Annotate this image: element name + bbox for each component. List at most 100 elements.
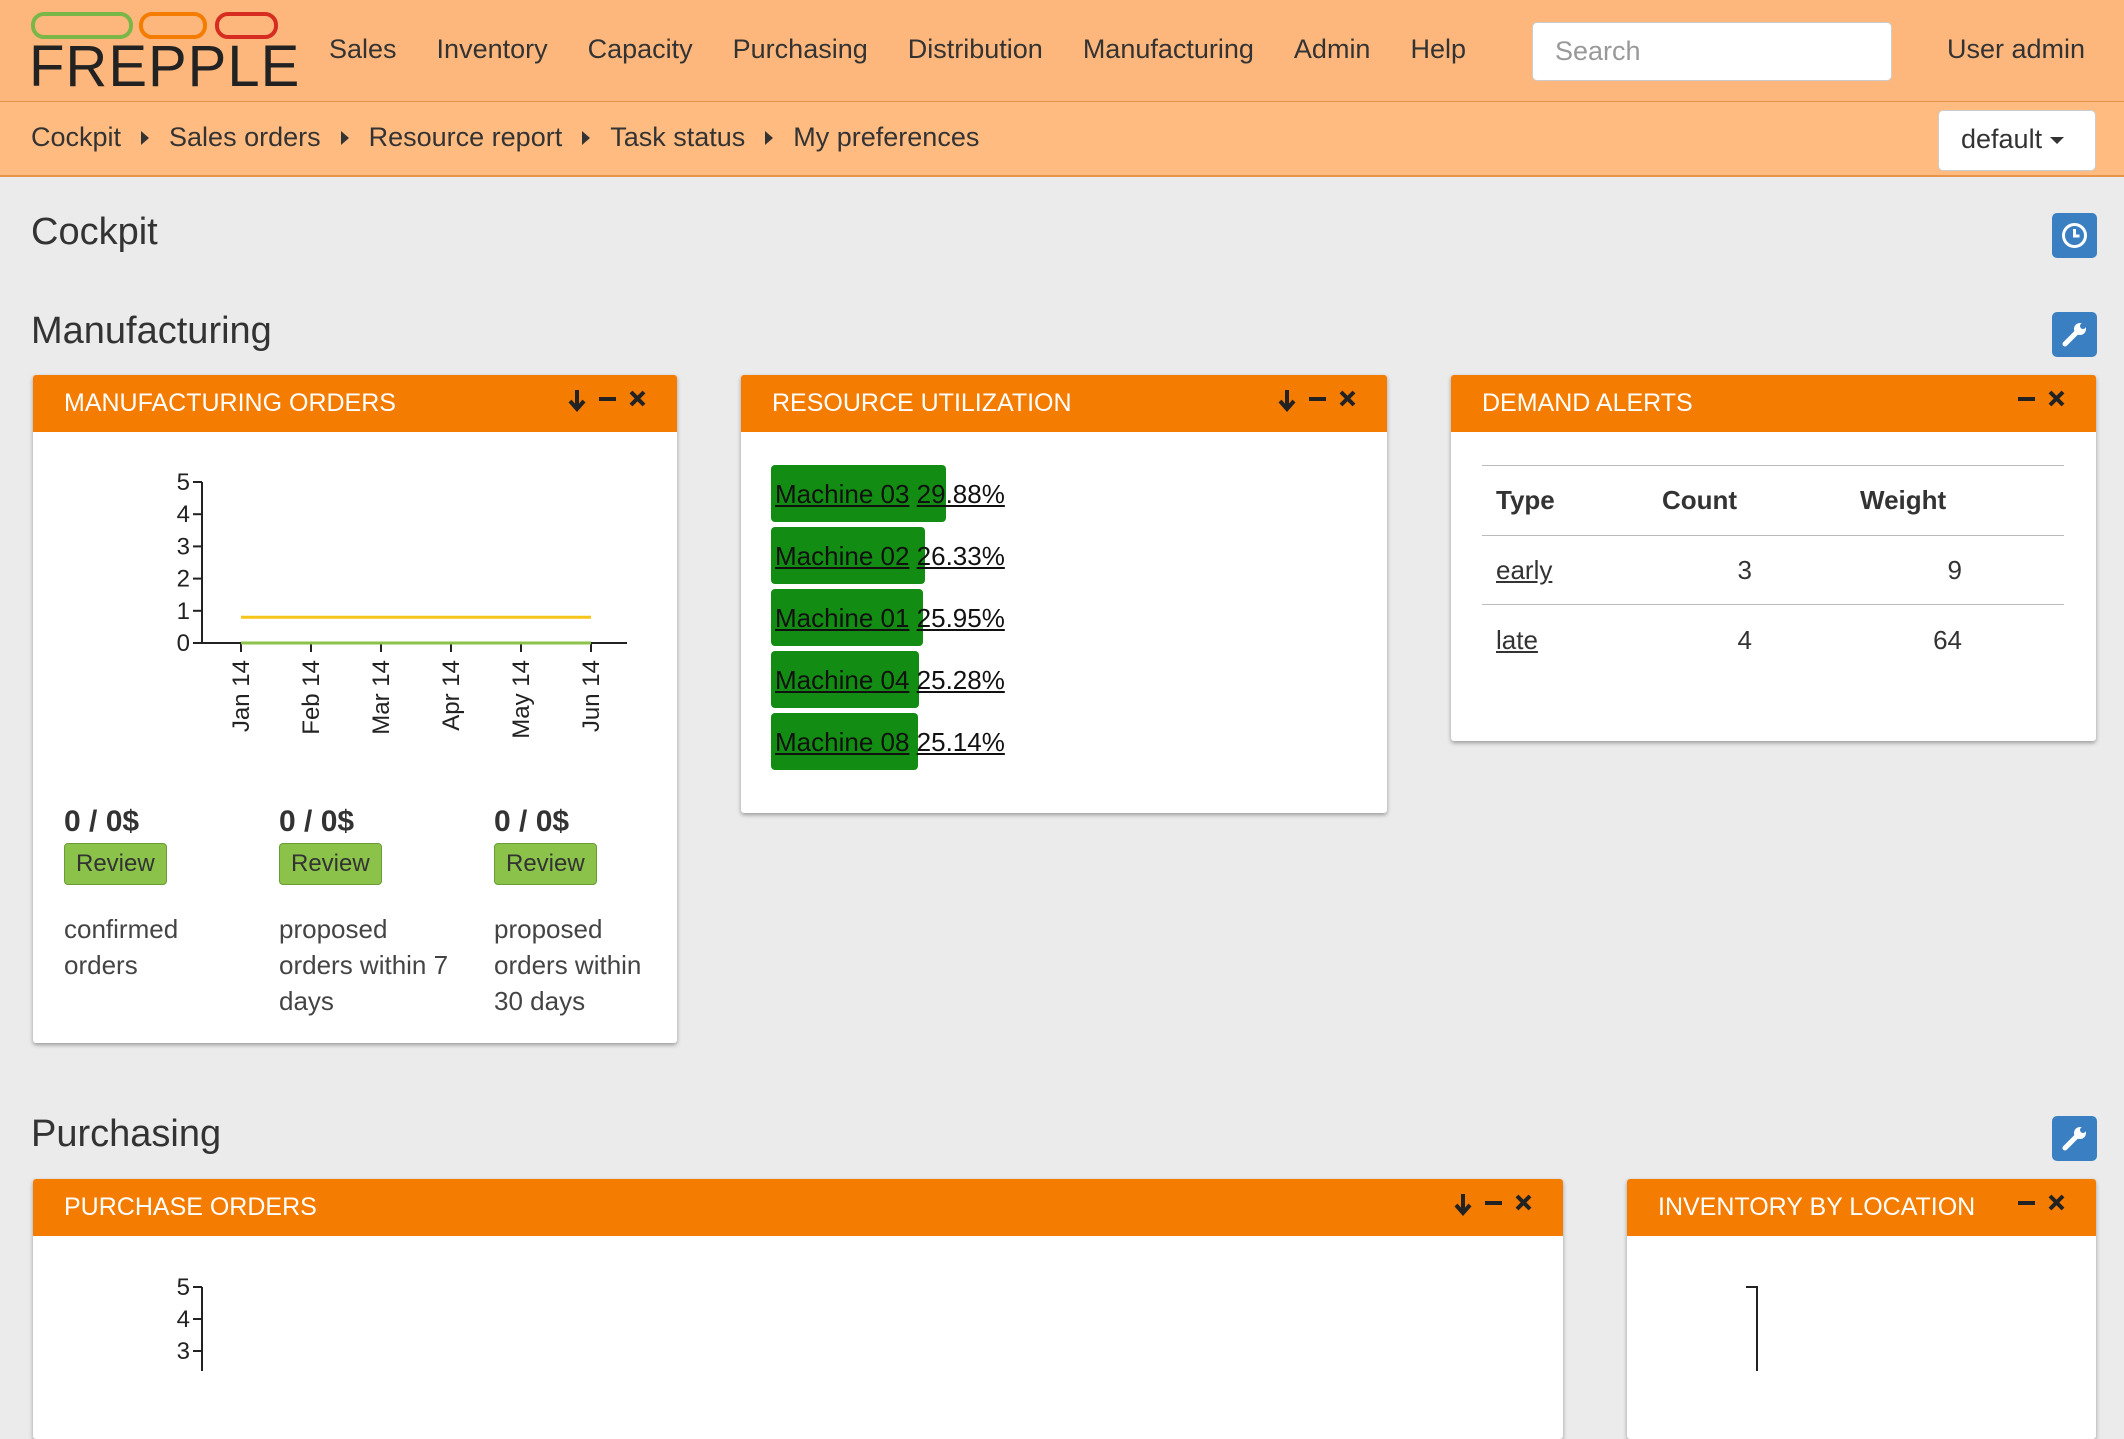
- x-tick-label: Jun 14: [578, 660, 605, 732]
- section-title: Purchasing: [31, 1113, 222, 1155]
- table-cell[interactable]: late: [1496, 625, 1538, 655]
- menu-item[interactable]: Help: [1410, 34, 1466, 64]
- table-cell: 64: [1933, 625, 1962, 655]
- widget-header: DEMAND ALERTS: [1451, 375, 2096, 432]
- review-button[interactable]: Review: [64, 843, 167, 885]
- summary-item: 0 / 0$ Review confirmed orders: [64, 805, 234, 983]
- x-tick-label: May 14: [508, 660, 535, 739]
- breadcrumb[interactable]: Resource report: [368, 122, 563, 152]
- resource-link[interactable]: Machine 08: [775, 727, 910, 757]
- resource-row: Machine 03 29.88%: [771, 465, 1071, 522]
- down-icon[interactable]: [1454, 1194, 1472, 1217]
- utilization-link[interactable]: 25.95%: [916, 603, 1005, 633]
- logo-icon: [31, 12, 278, 39]
- menu-item[interactable]: Distribution: [907, 34, 1043, 64]
- widget-title: DEMAND ALERTS: [1482, 389, 1693, 417]
- y-tick-label: 3: [177, 533, 190, 560]
- table-cell: 3: [1737, 555, 1752, 585]
- review-button[interactable]: Review: [494, 843, 597, 885]
- close-icon[interactable]: [1339, 390, 1356, 407]
- close-icon[interactable]: [2048, 390, 2065, 407]
- down-icon[interactable]: [1278, 390, 1296, 413]
- widget: RESOURCE UTILIZATION: [741, 375, 1387, 813]
- breadcrumb[interactable]: My preferences: [793, 122, 980, 152]
- utilization-bar: [771, 713, 919, 770]
- utilization-bar: [771, 465, 946, 522]
- y-tick-label: 3: [177, 1338, 190, 1365]
- y-tick-label: 0: [177, 630, 190, 657]
- widget-header: INVENTORY BY LOCATION: [1627, 1179, 2096, 1236]
- clock-button[interactable]: [2052, 213, 2097, 258]
- table-cell: 4: [1737, 625, 1752, 655]
- scenario-select[interactable]: default: [1938, 110, 2096, 171]
- summary-label: proposed orders within 7 days: [279, 914, 449, 1016]
- resource-link[interactable]: Machine 02: [775, 541, 910, 571]
- breadcrumb[interactable]: Task status: [610, 122, 746, 152]
- menu: Sales Inventory Capacity Purchasing Distribu…: [329, 34, 1466, 65]
- utilization-bar: [771, 527, 926, 584]
- x-tick-label: Mar 14: [368, 660, 395, 735]
- y-tick-label: 1: [177, 598, 190, 625]
- summary-value: 0 / 0$: [279, 805, 355, 838]
- widget-header: PURCHASE ORDERS: [33, 1179, 1563, 1236]
- breadcrumb-separator: [765, 130, 774, 145]
- x-tick-label: Feb 14: [298, 660, 325, 735]
- utilization-bar: [771, 589, 923, 646]
- y-tick-label: 5: [177, 1274, 190, 1301]
- widget-controls: [2018, 1194, 2065, 1211]
- widget: MANUFACTURING ORDERS: [33, 375, 677, 1043]
- logo[interactable]: FREPPLE: [29, 34, 301, 99]
- wrench-button[interactable]: [2052, 1116, 2097, 1161]
- close-icon[interactable]: [1515, 1194, 1532, 1211]
- summary-value: 0 / 0$: [64, 805, 140, 838]
- y-tick-label: 5: [177, 469, 190, 496]
- x-tick-label: Jan 14: [228, 660, 255, 732]
- widget-controls: [1454, 1194, 1532, 1217]
- column-header: Type: [1496, 485, 1555, 515]
- widget-controls: [568, 390, 646, 413]
- widget-title: INVENTORY BY LOCATION: [1658, 1193, 1976, 1221]
- utilization-link[interactable]: 29.88%: [916, 479, 1005, 509]
- resource-row: Machine 08 25.14%: [771, 713, 1071, 770]
- resource-row: Machine 01 25.95%: [771, 589, 1071, 646]
- menu-item[interactable]: Admin: [1293, 34, 1371, 64]
- widget-title: RESOURCE UTILIZATION: [772, 389, 1072, 417]
- utilization-bar: [771, 651, 919, 708]
- widget: DEMAND ALERTS: [1451, 375, 2096, 741]
- table-cell[interactable]: early: [1496, 555, 1553, 585]
- menu-item[interactable]: Purchasing: [732, 34, 868, 64]
- x-tick-label: Apr 14: [438, 660, 465, 731]
- utilization-link[interactable]: 25.28%: [916, 665, 1005, 695]
- menu-item[interactable]: Capacity: [587, 34, 693, 64]
- wrench-button[interactable]: [2052, 312, 2097, 357]
- down-icon[interactable]: [568, 390, 586, 413]
- resource-link[interactable]: Machine 03: [775, 479, 910, 509]
- inventory-axis: [1746, 1286, 1758, 1371]
- widget-header: RESOURCE UTILIZATION: [741, 375, 1387, 432]
- resource-row: Machine 02 26.33%: [771, 527, 1071, 584]
- breadcrumb[interactable]: Cockpit: [31, 122, 122, 152]
- search-input[interactable]: Search: [1532, 22, 1892, 81]
- menu-item[interactable]: Sales: [329, 34, 397, 64]
- resource-link[interactable]: Machine 04: [775, 665, 910, 695]
- top-nav: FREPPLE Sales Inventory Capacity Purchasing…: [0, 0, 2124, 102]
- scenario: default: [1961, 124, 2043, 154]
- widget-controls: [1278, 390, 1356, 413]
- utilization-link[interactable]: 26.33%: [916, 541, 1005, 571]
- resource-link[interactable]: Machine 01: [775, 603, 910, 633]
- close-icon[interactable]: [2048, 1194, 2065, 1211]
- section-title: Manufacturing: [31, 310, 272, 352]
- summary-label: confirmed orders: [64, 914, 179, 980]
- review-button[interactable]: Review: [279, 843, 382, 885]
- column-header: Weight: [1860, 485, 1947, 515]
- y-tick-label: 4: [177, 1306, 190, 1333]
- close-icon[interactable]: [629, 390, 646, 407]
- menu-item[interactable]: Manufacturing: [1082, 34, 1254, 64]
- utilization-link[interactable]: 25.14%: [916, 727, 1005, 757]
- menu-item[interactable]: Inventory: [436, 34, 548, 64]
- resource-row: Machine 04 25.28%: [771, 651, 1071, 708]
- user-menu[interactable]: User admin: [1947, 34, 2086, 64]
- breadcrumb[interactable]: Sales orders: [169, 122, 321, 152]
- summary-label: proposed orders within 30 days: [494, 914, 642, 1016]
